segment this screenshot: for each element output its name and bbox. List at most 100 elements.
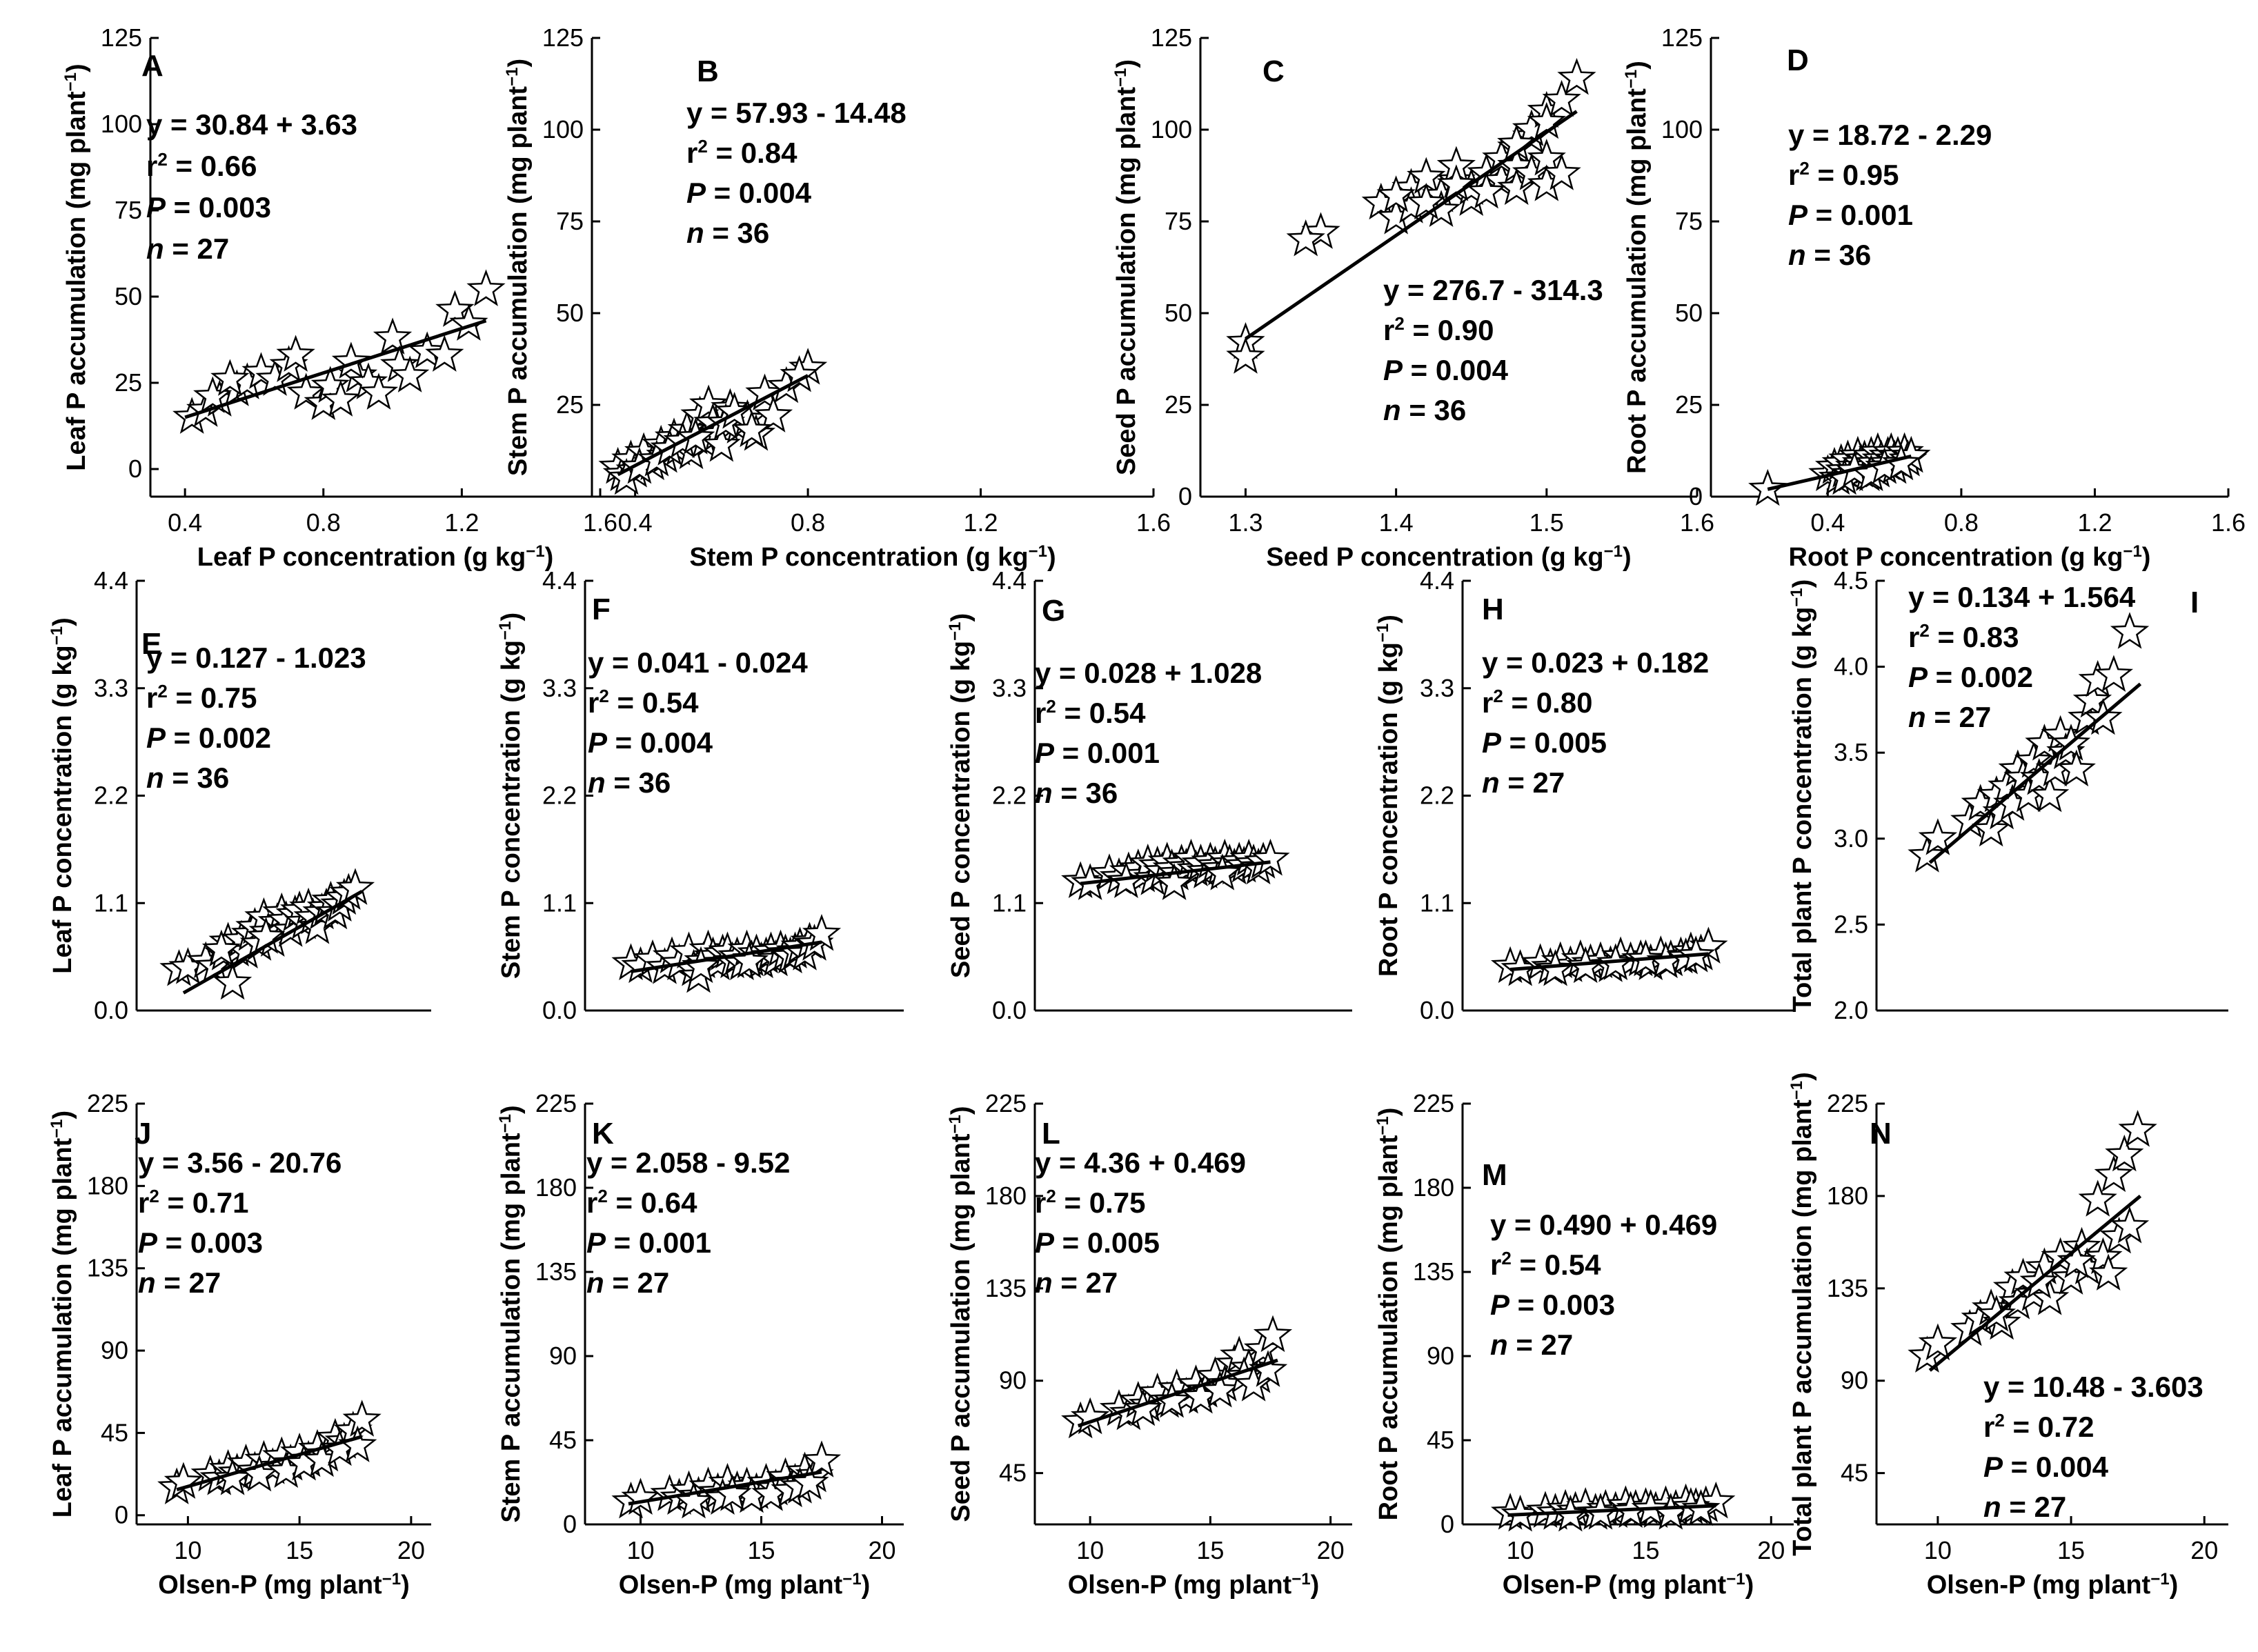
y-tick-label: 45	[1841, 1459, 1868, 1487]
y-tick-label: 0.0	[992, 996, 1027, 1024]
y-tick-label: 1.1	[94, 888, 128, 917]
y-tick-label: 0	[1689, 482, 1703, 510]
y-axis-title: Root P accumulation (mg plant−1)	[1374, 1108, 1404, 1521]
data-point	[466, 269, 506, 306]
x-tick-label: 10	[626, 1536, 654, 1564]
x-axis-title: Olsen-P (mg plant−1)	[158, 1570, 409, 1600]
data-point	[286, 372, 326, 410]
data-point	[1152, 1380, 1191, 1418]
data-point	[1155, 863, 1194, 900]
x-tick-label: 1.3	[1228, 508, 1262, 537]
y-tick-label: 135	[1413, 1257, 1454, 1286]
r-squared: r2 = 0.95	[1788, 158, 1899, 191]
p-value: P = 0.004	[686, 177, 812, 209]
y-tick-label: 135	[1827, 1274, 1868, 1302]
y-tick-label: 25	[1165, 390, 1192, 419]
data-point	[1226, 337, 1265, 374]
y-tick-label: 4.4	[1420, 566, 1454, 595]
panel-g: 0.0 1.1 2.2 3.3 4.4 Seed P concentration (g k…	[946, 566, 1352, 1024]
x-axis-title: Olsen-P (mg plant−1)	[1927, 1570, 2178, 1600]
data-point	[342, 1400, 382, 1437]
x-tick-label: 0.4	[168, 508, 202, 537]
r-squared: r2 = 0.75	[146, 681, 257, 714]
r-squared: r2 = 0.75	[1035, 1186, 1145, 1219]
data-point	[2105, 1134, 2144, 1172]
y-tick-label: 2.2	[1420, 782, 1454, 810]
y-tick-label: 2.2	[94, 782, 128, 810]
regression-equation: y = 18.72 - 2.29	[1788, 119, 1992, 151]
p-value: P = 0.004	[1383, 354, 1509, 386]
data-point	[331, 341, 370, 379]
data-point	[2057, 749, 2096, 787]
x-tick-label: 1.2	[2077, 508, 2112, 537]
y-tick-label: 50	[1675, 299, 1703, 327]
data-point	[425, 335, 464, 372]
y-tick-label: 0.0	[94, 996, 128, 1024]
x-tick-label: 0.4	[618, 508, 653, 537]
regression-equation: y = 0.041 - 0.024	[588, 646, 808, 679]
data-point	[1248, 1350, 1288, 1387]
y-tick-label: 125	[101, 23, 142, 52]
sample-size: n = 27	[1983, 1491, 2066, 1523]
panel-h: 0.0 1.1 2.2 3.3 4.4 Root P concentration (g k…	[1374, 566, 1794, 1024]
y-tick-label: 3.3	[542, 674, 577, 702]
regression-equation: y = 2.058 - 9.52	[586, 1146, 790, 1179]
y-tick-label: 2.5	[1834, 910, 1868, 938]
y-axis-title: Root P concentration (g kg−1)	[1374, 615, 1404, 977]
y-axis-title: Stem P concentration (g kg−1)	[496, 613, 526, 979]
sample-size: n = 27	[138, 1266, 221, 1299]
y-tick-label: 180	[87, 1171, 128, 1200]
regression-line	[1928, 682, 2142, 864]
x-tick-label: 20	[397, 1536, 425, 1564]
panel-d: 0 25 50 75 100 125 0.4 0.8 1.2 1.6 Root P concentr…	[1622, 23, 2246, 572]
data-point	[2089, 1253, 2128, 1291]
x-axis-title: Stem P concentration (g kg−1)	[689, 542, 1056, 573]
data-point	[2078, 1180, 2117, 1217]
y-tick-label: 0	[1178, 482, 1192, 510]
data-point	[2030, 775, 2070, 813]
regression-line	[1077, 1358, 1278, 1428]
y-tick-label: 100	[542, 115, 584, 143]
panel-b: 25 50 75 100 125 0.4 0.8 1.2 1.6 Stem P concentra…	[503, 23, 1171, 572]
data-point	[1070, 1397, 1110, 1435]
sample-size: n = 27	[146, 232, 229, 265]
y-axis-title: Leaf P accumulation (mg plant−1)	[48, 1111, 78, 1517]
data-point	[1376, 175, 1416, 212]
y-tick-label: 2.0	[1834, 996, 1868, 1024]
regression-line	[628, 1470, 822, 1506]
y-tick-label: 180	[1827, 1182, 1868, 1210]
data-point	[1918, 818, 1958, 855]
data-point	[802, 914, 842, 951]
regression-equation: y = 0.127 - 1.023	[146, 641, 366, 674]
y-axis-title: Root P accumulation (mg plant−1)	[1622, 61, 1652, 474]
y-tick-label: 2.2	[542, 782, 577, 810]
data-point	[2118, 1110, 2157, 1147]
r-squared: r2 = 0.64	[586, 1186, 697, 1219]
data-point	[780, 355, 819, 392]
y-tick-label: 90	[549, 1342, 577, 1370]
y-tick-label: 45	[549, 1426, 577, 1454]
data-point	[164, 1462, 204, 1499]
sample-size: n = 27	[1908, 701, 1991, 733]
sample-size: n = 27	[1035, 1266, 1118, 1299]
sample-size: n = 36	[1788, 239, 1871, 271]
sample-size: n = 36	[686, 217, 769, 249]
x-tick-label: 15	[747, 1536, 775, 1564]
x-tick-label: 1.2	[444, 508, 479, 537]
y-tick-label: 135	[985, 1274, 1027, 1302]
data-point	[621, 1477, 660, 1515]
data-point	[1542, 79, 1581, 117]
data-point	[1527, 101, 1566, 139]
data-point	[681, 946, 721, 984]
regression-line	[184, 319, 487, 419]
y-tick-label: 1.1	[1420, 888, 1454, 917]
y-tick-label: 100	[1151, 115, 1192, 143]
y-tick-label: 3.3	[1420, 674, 1454, 702]
panel-label: I	[2190, 586, 2199, 619]
y-tick-label: 225	[535, 1089, 577, 1117]
p-value: P = 0.005	[1482, 726, 1607, 759]
y-axis-title: Seed P accumulation (mg plant−1)	[1111, 59, 1142, 475]
x-axis-title: Olsen-P (mg plant−1)	[1503, 1570, 1754, 1600]
panel-n: 45 90 135 180 225 10 15 20 Olsen-P (mg plant−1) T…	[1787, 1072, 2228, 1600]
